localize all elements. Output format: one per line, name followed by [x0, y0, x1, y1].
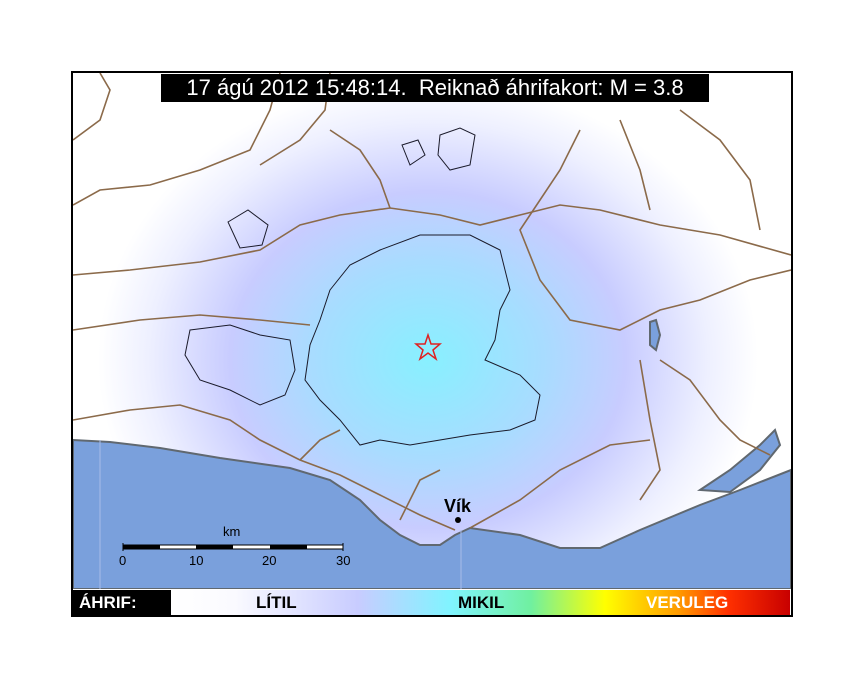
sea [73, 438, 791, 589]
town-marker [455, 517, 461, 523]
legend-level-high: VERULEG [646, 593, 729, 612]
roads [73, 73, 791, 531]
star-icon [413, 332, 443, 362]
place-label-vik: Vík [444, 496, 472, 516]
legend-label: ÁHRIF: [73, 590, 171, 615]
map-title: 17 ágú 2012 15:48:14. Reiknað áhrifakort… [161, 74, 709, 102]
scale-bar [122, 543, 344, 551]
scale-tick: 0 [119, 553, 127, 568]
glacier-outlines [184, 127, 541, 446]
scale-tick: 30 [336, 553, 351, 568]
legend-level-low: LÍTIL [256, 593, 297, 612]
map-frame [71, 71, 793, 617]
legend-level-medium: MIKIL [458, 593, 505, 612]
scale-tick: 10 [189, 553, 204, 568]
scale-unit: km [223, 524, 241, 539]
scale-tick: 20 [262, 553, 277, 568]
legend-colorbar: LÍTIL MIKIL VERULEG [173, 590, 790, 615]
